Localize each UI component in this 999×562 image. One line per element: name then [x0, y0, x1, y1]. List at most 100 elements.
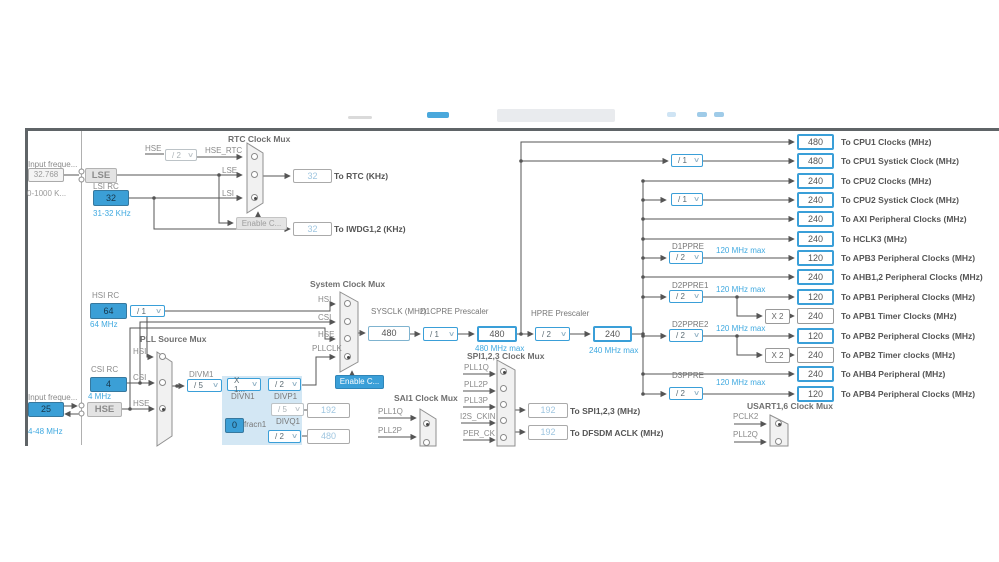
- pll1r-output-value: 480: [307, 429, 350, 444]
- d2ppre1-label: D2PPRE1: [672, 281, 709, 290]
- chevron-down-icon: ∨: [559, 330, 568, 338]
- chevron-down-icon: ∨: [250, 381, 259, 388]
- pll-mux-hse-radio[interactable]: [159, 405, 166, 412]
- to-rtc-label: To RTC (KHz): [334, 171, 389, 181]
- hpre-value: / 2: [542, 329, 551, 339]
- d1cpre-dropdown[interactable]: / 1 ∨: [423, 327, 458, 341]
- spi-mux-pll2p-radio[interactable]: [500, 385, 507, 392]
- spi-mux-i2sckin-radio[interactable]: [500, 417, 507, 424]
- sys-mux-csi-radio[interactable]: [344, 318, 351, 325]
- pll-mux-csi-radio[interactable]: [159, 379, 166, 386]
- lse-enable-css-button: Enable C...: [236, 217, 287, 230]
- divp1-label: DIVP1: [274, 392, 298, 401]
- usart-mux-pll2q-radio[interactable]: [775, 438, 782, 445]
- divn1-dropdown[interactable]: X 1... ∨: [227, 376, 261, 394]
- hpre-output-value[interactable]: 240: [593, 326, 632, 342]
- divq1-value: / 5: [278, 405, 287, 414]
- rtc-lsi-label: LSI: [222, 189, 235, 198]
- divq1-label: DIVQ1: [276, 417, 301, 426]
- to-ahb4-value[interactable]: 240: [797, 366, 834, 382]
- panel-left-border: [25, 128, 28, 446]
- to-apb1-timer-label: To APB1 Timer Clocks (MHz): [841, 311, 957, 321]
- sai-mux-pll1q-label: PLL1Q: [378, 407, 403, 416]
- to-cpu2-systick-value[interactable]: 240: [797, 192, 834, 208]
- usart16-clock-mux-title: USART1,6 Clock Mux: [747, 401, 833, 411]
- spi-mux-perck-radio[interactable]: [500, 434, 507, 441]
- to-cpu1-systick-value[interactable]: 480: [797, 153, 834, 169]
- pll-mux-hsi-radio[interactable]: [159, 353, 166, 360]
- to-spi123-label: To SPI1,2,3 (MHz): [570, 406, 641, 416]
- to-apb2-clocks-value[interactable]: 120: [797, 328, 834, 344]
- fracn1-value[interactable]: 0: [225, 418, 244, 433]
- chevron-down-icon: ∨: [692, 390, 701, 397]
- sys-mux-hse-radio[interactable]: [344, 335, 351, 342]
- hse-input-frequency-field[interactable]: 25: [28, 402, 64, 417]
- rtc-lse-label: LSE: [222, 166, 238, 175]
- usart-mux-pclk2-radio[interactable]: [775, 420, 782, 427]
- d1ppre-dropdown[interactable]: / 2 ∨: [669, 251, 703, 264]
- chevron-down-icon: ∨: [692, 293, 701, 300]
- rtc-mux-lse-radio[interactable]: [251, 171, 258, 178]
- to-ahb12-clocks-value[interactable]: 240: [797, 269, 834, 285]
- d1cpre-output-value[interactable]: 480: [477, 326, 517, 342]
- d2ppre2-max-note: 120 MHz max: [716, 324, 766, 333]
- cpu1-systick-divider-dropdown[interactable]: / 1 ∨: [671, 154, 703, 167]
- cpu2-systick-divider-dropdown[interactable]: / 1 ∨: [671, 193, 703, 206]
- to-cpu2-clocks-value[interactable]: 240: [797, 173, 834, 189]
- sai-mux-pll1q-radio[interactable]: [423, 420, 430, 427]
- chevron-down-icon: ∨: [692, 332, 701, 339]
- to-axi-clocks-value[interactable]: 240: [797, 211, 834, 227]
- csi-rc-value[interactable]: 4: [90, 377, 127, 392]
- system-clock-mux-title: System Clock Mux: [310, 279, 386, 289]
- hse-rtc-label: HSE_RTC: [205, 146, 243, 155]
- d3ppre-dropdown[interactable]: / 2 ∨: [669, 387, 703, 400]
- pll-source-mux-title: PLL Source Mux: [140, 334, 207, 344]
- to-iwdg-label: To IWDG1,2 (KHz): [334, 224, 406, 234]
- lse-input-frequency-field[interactable]: 32.768: [28, 168, 64, 182]
- chevron-down-icon: ∨: [692, 157, 701, 164]
- d2ppre1-max-note: 120 MHz max: [716, 285, 766, 294]
- d2ppre2-dropdown[interactable]: / 2 ∨: [669, 329, 703, 342]
- cropped-active-tab-indicator: [427, 112, 449, 118]
- sai1-clock-mux-shape: [419, 408, 437, 447]
- d2ppre1-dropdown[interactable]: / 2 ∨: [669, 290, 703, 303]
- divm1-label: DIVM1: [189, 370, 214, 379]
- to-apb1-timer-value: 240: [797, 308, 834, 324]
- divr1-dropdown[interactable]: / 2 ∨: [268, 430, 301, 443]
- hpre-dropdown[interactable]: / 2 ∨: [535, 327, 570, 341]
- to-cpu1-systick-label: To CPU1 Systick Clock (MHz): [841, 156, 959, 166]
- spi-mux-pll2p-label: PLL2P: [464, 380, 489, 389]
- spi-mux-pll3p-radio[interactable]: [500, 401, 507, 408]
- to-cpu1-clocks-value[interactable]: 480: [797, 134, 834, 150]
- sysclk-value[interactable]: 480: [368, 326, 410, 341]
- panel-top-border: [25, 128, 999, 131]
- rtc-mux-hse-radio[interactable]: [251, 153, 258, 160]
- pll-mux-hsi-label: HSI: [133, 347, 147, 356]
- to-hclk3-value[interactable]: 240: [797, 231, 834, 247]
- cropped-toolbar-icon: [667, 112, 676, 117]
- to-apb4-clocks-value[interactable]: 120: [797, 386, 834, 402]
- to-cpu2-systick-label: To CPU2 Systick Clock (MHz): [841, 195, 959, 205]
- divn1-label: DIVN1: [231, 392, 255, 401]
- divm1-dropdown[interactable]: / 5 ∨: [187, 379, 222, 392]
- d2ppre1-value: / 2: [676, 292, 685, 301]
- spi-mux-pll1q-label: PLL1Q: [464, 363, 489, 372]
- to-apb2-timer-label: To APB2 Timer clocks (MHz): [841, 350, 956, 360]
- lsi-rc-value[interactable]: 32: [93, 190, 129, 206]
- csi-frequency: 4 MHz: [88, 392, 112, 401]
- hsi-rc-value[interactable]: 64: [90, 303, 127, 319]
- rtc-hse-divider-dropdown: / 2 ∨: [165, 149, 197, 161]
- divp1-dropdown[interactable]: / 2 ∨: [268, 378, 301, 391]
- pll-enable-css-button[interactable]: Enable C...: [335, 375, 384, 389]
- chevron-down-icon: ∨: [290, 433, 299, 440]
- spi-mux-pll1q-radio[interactable]: [500, 368, 507, 375]
- sys-mux-pllclk-radio[interactable]: [344, 353, 351, 360]
- rtc-mux-lsi-radio[interactable]: [251, 194, 258, 201]
- to-apb3-clocks-value[interactable]: 120: [797, 250, 834, 266]
- to-iwdg-value: 32: [293, 222, 332, 236]
- hpre-label: HPRE Prescaler: [531, 309, 590, 318]
- hsi-divider-dropdown[interactable]: / 1 ∨: [130, 305, 165, 317]
- sai-mux-pll2p-radio[interactable]: [423, 439, 430, 446]
- sys-mux-hsi-radio[interactable]: [344, 300, 351, 307]
- to-apb1-clocks-value[interactable]: 120: [797, 289, 834, 305]
